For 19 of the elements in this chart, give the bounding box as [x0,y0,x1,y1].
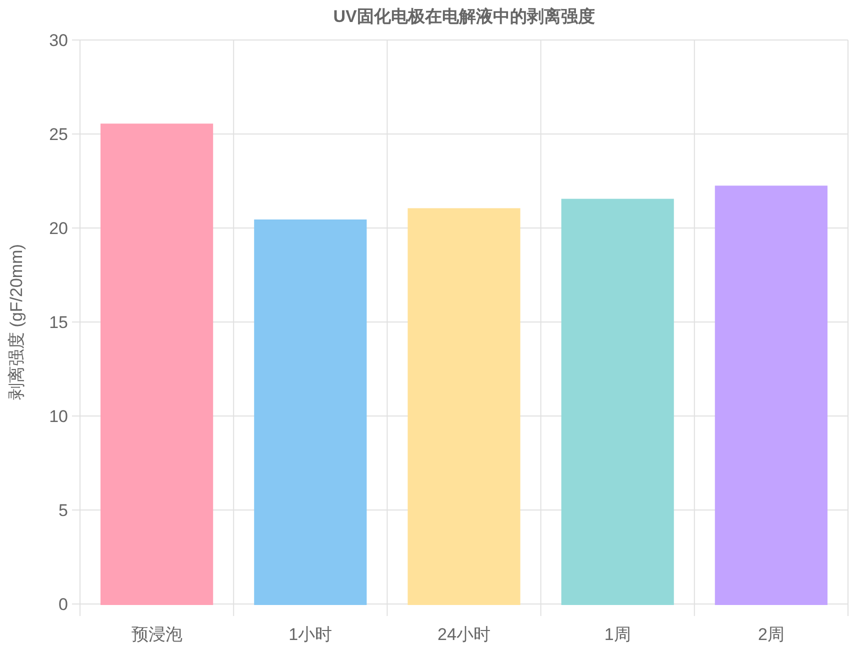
bar [408,208,520,605]
y-tick-label: 5 [58,501,68,520]
bar [254,219,367,605]
y-tick-label: 25 [49,125,68,144]
bar [714,186,828,605]
bar [561,198,674,605]
bar [100,124,214,605]
x-tick-label: 2周 [758,625,784,644]
y-tick-label: 15 [49,313,68,332]
chart-title: UV固化电极在电解液中的剥离强度 [333,7,595,26]
x-tick-label: 1小时 [288,625,332,644]
y-axis-title: 剥离强度 (gF/20mm) [7,244,26,400]
y-tick-label: 30 [49,31,68,50]
x-tick-label: 预浸泡 [131,625,182,644]
x-tick-label: 1周 [604,625,631,644]
y-tick-label: 20 [49,219,68,238]
x-tick-label: 24小时 [438,625,490,644]
y-tick-label: 10 [49,407,68,426]
y-tick-label: 0 [58,595,68,614]
